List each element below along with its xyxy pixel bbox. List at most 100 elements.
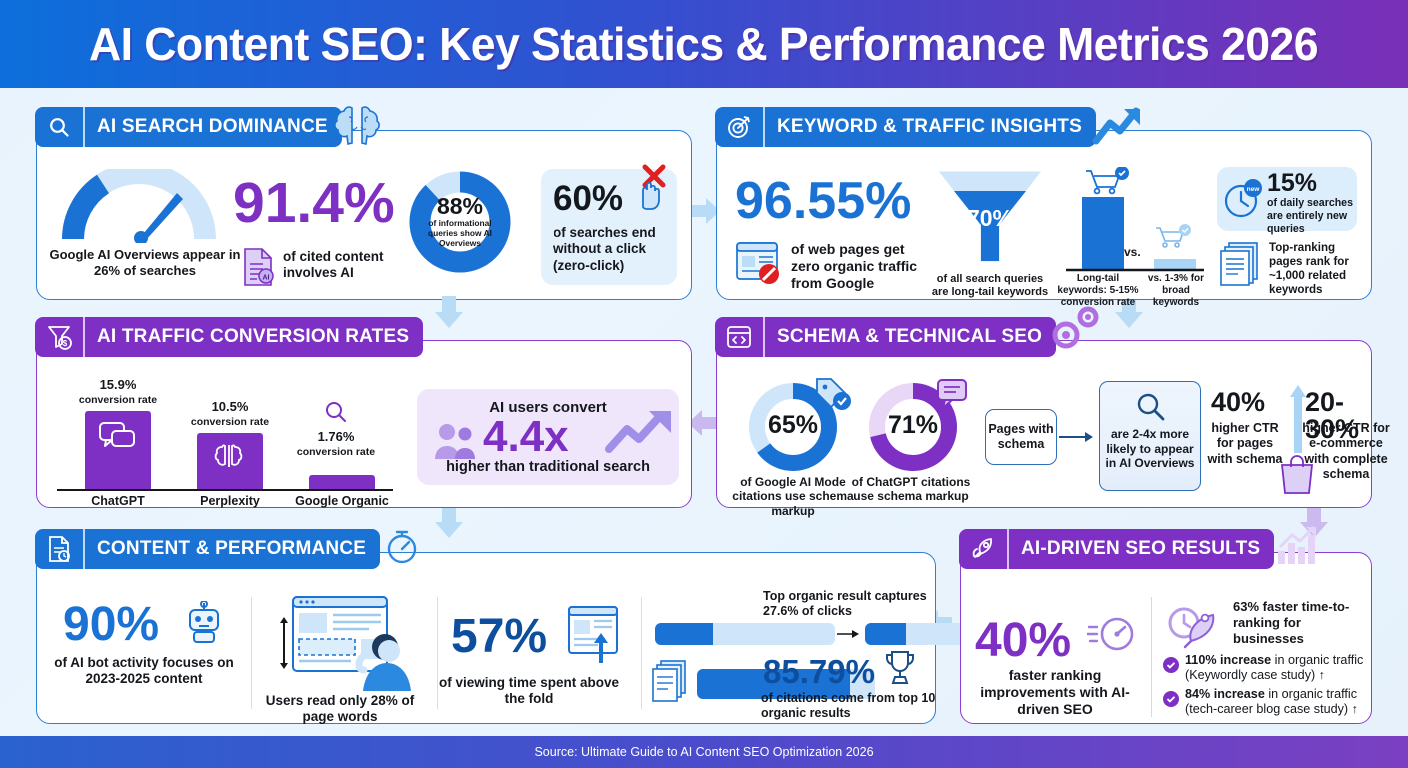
- progress-bar-1: [655, 623, 835, 645]
- stat-96-55-caption: of web pages get zero organic traffic fr…: [791, 241, 918, 292]
- connector-arrow-right-1: [692, 198, 720, 229]
- robot-icon: [189, 601, 219, 643]
- progress-bar-1-fill: [655, 623, 713, 645]
- donut-chart-88: 88% of informational queries show AI Ove…: [405, 167, 515, 282]
- check-badge-icon-2: [1163, 691, 1179, 707]
- above-fold-icon: [568, 606, 618, 663]
- flow-box-pages-with-schema: Pages with schema: [985, 409, 1057, 465]
- panel-title-text: CONTENT & PERFORMANCE: [97, 538, 367, 559]
- click-cursor-icon: [631, 163, 673, 218]
- top-organic-caption: Top organic result captures 27.6% of cli…: [763, 589, 927, 619]
- donut-chart-71: 71%: [865, 379, 967, 480]
- connector-arrow-down-1: [435, 296, 463, 333]
- callout-line2: higher than traditional search: [446, 459, 650, 476]
- progress-bar-3-fill: [697, 669, 851, 699]
- stat-91-4-value: 91.4%: [233, 171, 395, 235]
- stat-85-79-caption: of citations come from top 10 organic re…: [761, 691, 936, 721]
- flow-box-ai-overviews: are 2-4x more likely to appear in AI Ove…: [1099, 381, 1201, 491]
- rocket-caption: 63% faster time-to-ranking for businesse…: [1233, 599, 1350, 646]
- page-title: AI Content SEO: Key Statistics & Perform…: [89, 18, 1319, 70]
- callout-new-queries: new 15% of daily searches are entirely n…: [1217, 167, 1357, 235]
- stat-40-caption: faster ranking improvements with AI-driv…: [980, 667, 1130, 718]
- panel-header-content-performance: CONTENT & PERFORMANCE: [35, 529, 417, 569]
- bar-label-chatgpt: ChatGPT: [91, 494, 145, 508]
- divider-4: [1151, 597, 1153, 717]
- check-badge-icon-1: [1163, 657, 1179, 673]
- gauge-chart: [59, 162, 219, 248]
- docs-caption: Top-ranking pages rank for ~1,000 relate…: [1269, 241, 1349, 297]
- rocket-clock-icon: [1168, 607, 1215, 649]
- bullet-2: 84% increase in organic traffic (tech-ca…: [1185, 687, 1371, 718]
- callout-4-4x-value: 4.4x: [483, 412, 569, 461]
- search-flow-icon: [1137, 393, 1165, 421]
- panel-title-text: AI SEARCH DOMINANCE: [97, 116, 328, 137]
- donut-71-value: 71%: [887, 411, 939, 439]
- bullet-2-strong: 84% increase: [1185, 687, 1265, 701]
- panel-title-text: SCHEMA & TECHNICAL SEO: [777, 326, 1043, 347]
- bar-sub-google: conversion rate: [296, 446, 376, 458]
- target-icon: [715, 107, 763, 147]
- panel-content-performance: CONTENT & PERFORMANCE 90% of AI bot acti…: [35, 529, 1015, 724]
- donut-88-caption: of informational queries show AI Overvie…: [428, 218, 492, 248]
- panel-title-text: AI TRAFFIC CONVERSION RATES: [97, 326, 410, 347]
- document-clock-icon: [35, 529, 83, 569]
- bullet-2-rest: in organic traffic (tech-career blog cas…: [1185, 687, 1358, 717]
- callout-60-value: 60%: [553, 179, 624, 218]
- webpage-blocked-icon: [735, 241, 785, 290]
- panel-header-seo-results: AI-DRIVEN SEO RESULTS: [959, 525, 1317, 569]
- trend-up-icon: [1090, 103, 1144, 152]
- search-small-icon: [326, 402, 346, 422]
- page-footer: Source: Ultimate Guide to AI Content SEO…: [0, 736, 1408, 768]
- divider-3: [641, 597, 643, 709]
- bar-value-chatgpt: 15.9%: [99, 377, 137, 392]
- search-icon: [35, 107, 83, 147]
- gears-icon: [1046, 301, 1108, 364]
- tag-check-icon: [816, 378, 851, 410]
- stat-40-value: 40%: [975, 614, 1072, 667]
- bar-value-google: 1.76%: [317, 429, 355, 444]
- panel-seo-results: AI-DRIVEN SEO RESULTS 40% faster ranking…: [959, 525, 1372, 724]
- citation-docs-icon: [652, 660, 686, 702]
- stat-20-30-ctr-caption: higher CTR for e-commerce with complete …: [1302, 421, 1390, 481]
- bar-label-google: Google Organic: [295, 494, 389, 508]
- stat-15-caption: of daily searches are entirely new queri…: [1267, 197, 1353, 235]
- brain-icon: [330, 99, 388, 156]
- callout-line1: AI users convert: [489, 399, 607, 416]
- panel-keyword-traffic: KEYWORD & TRAFFIC INSIGHTS 96.55% of web…: [715, 107, 1372, 308]
- bar-google-organic: [309, 475, 375, 489]
- funnel-chart: 70%: [937, 169, 1043, 274]
- page-header: AI Content SEO: Key Statistics & Perform…: [0, 0, 1408, 88]
- documents-stack-icon: [1219, 241, 1263, 292]
- funnel-dollar-icon: $: [35, 317, 83, 357]
- bar-axis-line: [57, 489, 393, 492]
- bar-perplexity: [197, 433, 263, 489]
- chat-bubble-icon: [937, 379, 967, 409]
- callout-4-4x: AI users convert 4.4x higher than tradit…: [417, 389, 679, 485]
- source-text: Source: Ultimate Guide to AI Content SEO…: [534, 745, 874, 759]
- stat-90-caption: of AI bot activity focuses on 2023-2025 …: [54, 655, 234, 687]
- svg-text:$: $: [63, 339, 68, 348]
- donut-65-caption: of Google AI Mode citations use schema m…: [732, 475, 854, 518]
- growth-arrow-icon: [605, 411, 671, 453]
- bar-value-perplexity: 10.5%: [211, 399, 249, 414]
- progress-bar-2-fill: [865, 623, 906, 645]
- connector-arrow-down-2: [1115, 296, 1143, 333]
- shopping-bag-icon: [1280, 455, 1314, 494]
- panel-header-ai-search-dominance: AI SEARCH DOMINANCE: [35, 106, 380, 147]
- stat-85-79-value: 85.79%: [763, 653, 875, 690]
- panel-conversion-rates: $ AI TRAFFIC CONVERSION RATES 15.9% conv…: [35, 317, 692, 508]
- users-icon: [435, 424, 475, 459]
- progress-bar-3: [697, 669, 875, 699]
- conversion-bar-chart: 15.9% conversion rate 10.5% conversion r…: [57, 377, 397, 508]
- donut-chart-65: 65%: [745, 378, 851, 480]
- divider-1: [251, 597, 253, 709]
- gauge-caption: Google AI Overviews appear in 26% of sea…: [49, 247, 241, 278]
- bullet-1: 110% increase in organic traffic (Keywor…: [1185, 653, 1365, 684]
- panel-header-keyword-traffic: KEYWORD & TRAFFIC INSIGHTS: [715, 107, 1140, 147]
- rocket-icon: [959, 529, 1007, 569]
- svg-text:AI: AI: [263, 275, 270, 282]
- svg-text:new: new: [1247, 186, 1261, 193]
- panel-header-schema-seo: SCHEMA & TECHNICAL SEO: [715, 306, 1099, 357]
- up-arrow-icon: [1290, 385, 1306, 453]
- panel-header-conversion-rates: $ AI TRAFFIC CONVERSION RATES: [35, 317, 424, 357]
